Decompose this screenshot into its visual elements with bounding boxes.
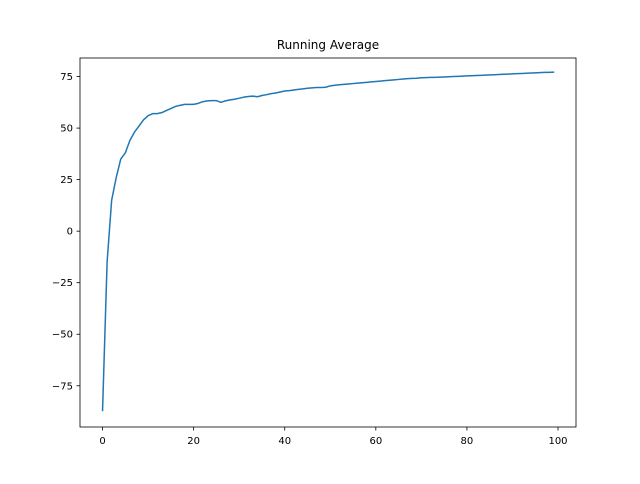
series-line	[101, 71, 555, 412]
y-tick-label: −25	[52, 278, 73, 289]
x-tick-label: 60	[369, 436, 382, 447]
plot-area-frame	[79, 57, 577, 428]
y-tick-label: 75	[60, 72, 73, 83]
y-tick-label: 50	[60, 124, 73, 135]
x-tick-label: 0	[99, 436, 105, 447]
x-axis: 0 20 40 60 80 100	[99, 427, 568, 447]
x-tick-label: 100	[548, 436, 567, 447]
y-tick-label: −50	[52, 330, 73, 341]
x-tick-label: 40	[278, 436, 291, 447]
x-tick-label: 80	[461, 436, 474, 447]
x-tick-label: 20	[187, 436, 200, 447]
y-tick-label: −75	[52, 381, 73, 392]
y-tick-label: 25	[60, 175, 73, 186]
y-tick-label: 0	[67, 227, 73, 238]
y-axis: −75 −50 −25 0 25 50 75	[52, 72, 80, 392]
chart-title: Running Average	[277, 38, 379, 52]
